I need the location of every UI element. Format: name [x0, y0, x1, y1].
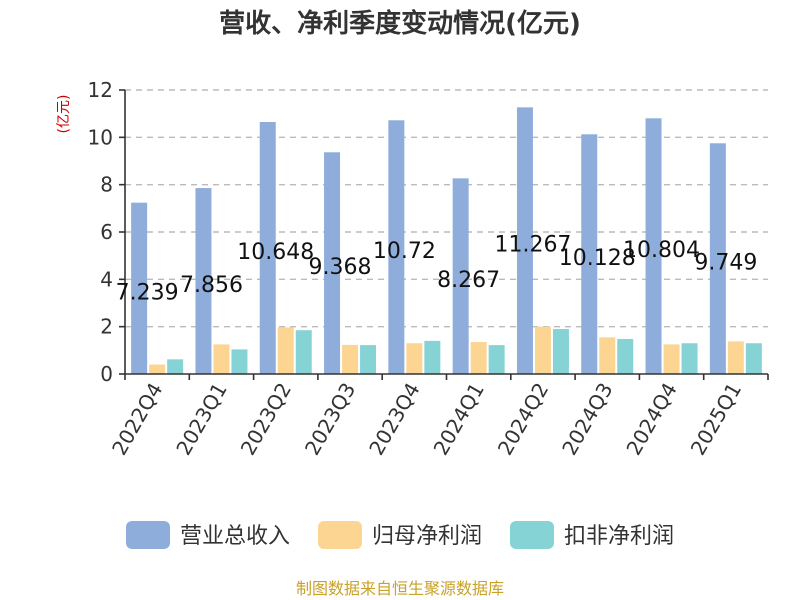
- bar-扣非净利润-2023Q1: [231, 349, 248, 374]
- data-label: 7.856: [180, 273, 243, 298]
- x-tick-label: 2023Q2: [236, 379, 296, 460]
- data-label: 10.804: [623, 238, 700, 263]
- y-tick-label: 8: [100, 173, 113, 197]
- x-tick-label: 2023Q3: [300, 379, 360, 460]
- x-tick-label: 2025Q1: [686, 379, 746, 460]
- bar-营业总收入-2023Q3: [324, 152, 341, 374]
- legend-label: 扣非净利润: [564, 524, 674, 549]
- data-label: 8.267: [437, 268, 500, 293]
- bar-营业总收入-2023Q2: [259, 121, 276, 374]
- legend-swatch: [318, 521, 362, 549]
- x-tick-label: 2024Q2: [493, 379, 553, 460]
- legend-swatch: [510, 521, 554, 549]
- data-label: 10.648: [237, 240, 314, 265]
- bar-归母净利润-2023Q1: [213, 344, 230, 374]
- data-label: 7.239: [116, 280, 179, 305]
- x-tick-label: 2023Q1: [171, 379, 231, 460]
- bar-扣非净利润-2024Q3: [617, 338, 634, 374]
- y-tick-label: 12: [88, 78, 113, 102]
- data-label: 11.267: [494, 233, 571, 258]
- bar-营业总收入-2024Q4: [645, 118, 662, 375]
- y-tick-label: 6: [100, 220, 113, 244]
- y-tick-label: 10: [88, 125, 113, 149]
- bar-归母净利润-2024Q2: [534, 326, 551, 374]
- legend-label: 归母净利润: [372, 524, 482, 549]
- bars: [131, 107, 762, 375]
- data-label: 9.368: [309, 255, 372, 280]
- bar-营业总收入-2022Q4: [131, 202, 148, 374]
- legend-label: 营业总收入: [180, 524, 290, 549]
- bar-归母净利润-2023Q3: [342, 344, 359, 374]
- chart-title: 营收、净利季度变动情况(亿元): [219, 8, 581, 39]
- y-axis-unit: (亿元): [56, 95, 72, 134]
- x-tick-label: 2023Q4: [364, 379, 424, 460]
- source-note: 制图数据来自恒生聚源数据库: [296, 579, 504, 598]
- bar-归母净利润-2023Q4: [406, 343, 423, 374]
- bar-归母净利润-2024Q3: [599, 337, 616, 374]
- x-tick-label: 2024Q4: [621, 379, 681, 460]
- bar-营业总收入-2024Q3: [581, 134, 598, 374]
- data-label: 10.128: [559, 246, 636, 271]
- legend-swatch: [126, 521, 170, 549]
- bar-扣非净利润-2023Q4: [424, 340, 441, 374]
- y-tick-label: 4: [100, 267, 113, 291]
- bar-归母净利润-2024Q1: [470, 342, 487, 374]
- bar-营业总收入-2023Q1: [195, 188, 212, 374]
- bar-扣非净利润-2024Q2: [552, 329, 569, 374]
- bar-归母净利润-2022Q4: [149, 364, 166, 374]
- y-tick-label: 0: [100, 362, 113, 386]
- bar-营业总收入-2024Q1: [452, 178, 469, 374]
- bar-扣非净利润-2024Q1: [488, 345, 505, 374]
- bar-营业总收入-2025Q1: [709, 143, 726, 374]
- x-tick-label: 2024Q1: [429, 379, 489, 460]
- bar-扣非净利润-2023Q2: [295, 330, 312, 374]
- bar-扣非净利润-2025Q1: [745, 343, 762, 374]
- grid-lines: [125, 89, 768, 328]
- data-label: 10.72: [373, 239, 436, 264]
- y-tick-label: 2: [100, 315, 113, 339]
- x-tick-label: 2022Q4: [107, 379, 167, 460]
- bar-扣非净利润-2022Q4: [167, 359, 184, 374]
- legend: 营业总收入 归母净利润 扣非净利润: [126, 521, 674, 549]
- bar-营业总收入-2024Q2: [516, 107, 533, 375]
- data-label: 9.749: [694, 251, 757, 276]
- bar-归母净利润-2023Q2: [277, 327, 294, 374]
- bar-扣非净利润-2024Q4: [681, 343, 698, 374]
- x-tick-label: 2024Q3: [557, 379, 617, 460]
- bar-归母净利润-2024Q4: [663, 344, 680, 374]
- bar-扣非净利润-2023Q3: [360, 345, 377, 374]
- bar-归母净利润-2025Q1: [727, 341, 744, 374]
- bar-营业总收入-2023Q4: [388, 120, 405, 374]
- data-labels: 7.239 7.85610.6489.36810.728.26711.26710.…: [116, 233, 758, 306]
